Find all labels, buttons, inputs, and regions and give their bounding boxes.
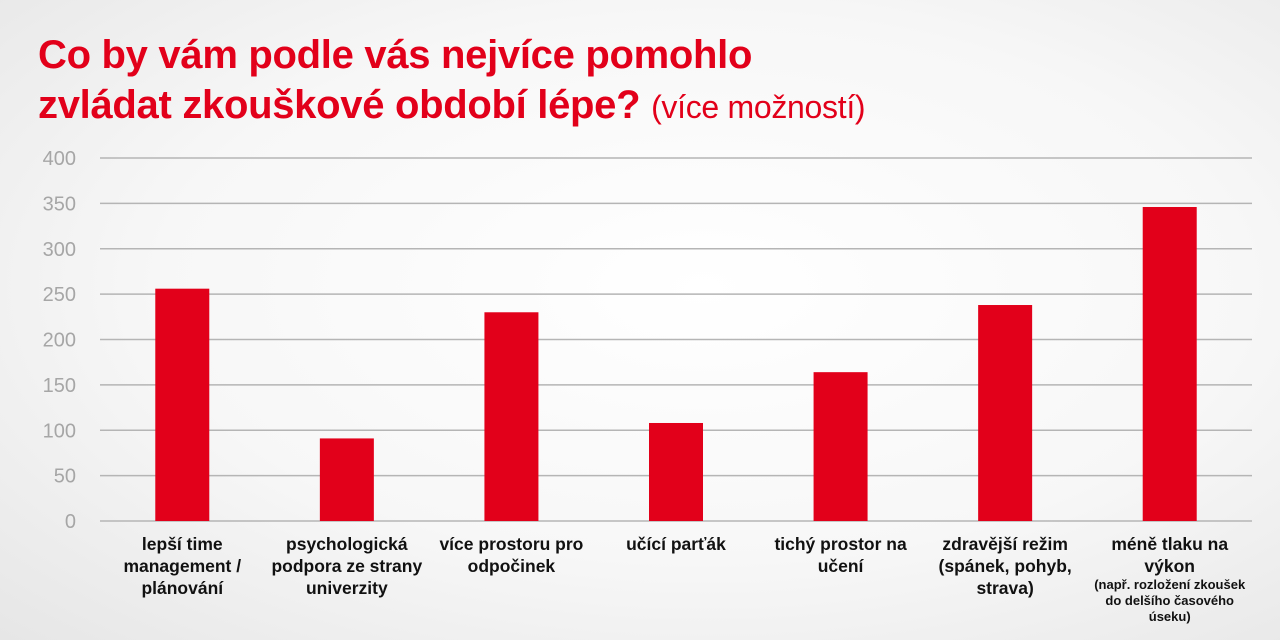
y-tick-label: 100 [43,420,76,442]
x-tick-label: tichý prostor na učení [761,533,921,577]
category-label: zdravější režim (spánek, pohyb, strava) [938,534,1072,598]
bar-4 [649,422,703,521]
x-tick-label: lepší time management / plánování [102,533,262,599]
category-label: psychologická podpora ze strany univerzi… [271,534,423,598]
y-tick-label: 150 [43,375,76,397]
category-label: učící parťák [626,534,726,554]
bar-1 [155,288,210,521]
bar-6 [978,305,1033,521]
bar-5 [813,372,868,521]
x-tick-label: méně tlaku na výkon (např. rozložení zkou… [1090,533,1250,625]
x-tick-label: učící parťák [596,533,756,555]
category-label: tichý prostor na učení [774,534,907,576]
chart-title: Co by vám podle vás nejvíce pomohlo zvlád… [38,30,866,132]
chart-subtitle: (více možností) [651,89,866,125]
x-tick-label: více prostoru pro odpočinek [431,533,591,577]
bar-3 [484,312,539,521]
y-tick-label: 200 [43,330,76,352]
y-tick-label: 400 [43,148,76,170]
y-tick-label: 50 [54,466,76,488]
bar-7 [1142,207,1197,521]
category-label: méně tlaku na výkon [1111,534,1229,576]
title-line-2: zvládat zkouškové období lépe? [38,83,641,127]
x-tick-label: psychologická podpora ze strany univerzi… [267,533,427,599]
y-tick-label: 250 [43,284,76,306]
x-tick-label: zdravější režim (spánek, pohyb, strava) [925,533,1085,599]
category-label: více prostoru pro odpočinek [439,534,584,576]
y-tick-label: 350 [43,193,76,215]
category-note: (např. rozložení zkoušek do delšího časo… [1094,577,1246,624]
bar-2 [319,438,374,521]
title-line-1: Co by vám podle vás nejvíce pomohlo [38,33,753,77]
y-tick-label: 300 [43,239,76,261]
category-label: lepší time management / plánování [123,534,242,598]
y-tick-label: 0 [65,511,76,533]
